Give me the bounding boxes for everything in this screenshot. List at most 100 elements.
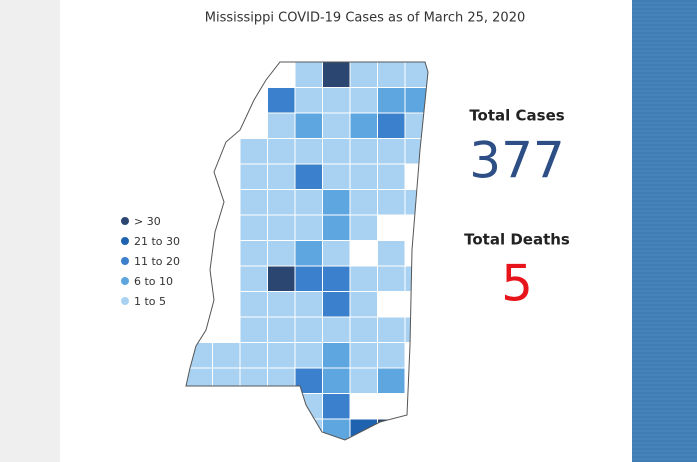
- county: [212, 265, 241, 292]
- county: [239, 163, 268, 190]
- county: [349, 418, 378, 440]
- county: [322, 163, 351, 190]
- county: [267, 138, 296, 165]
- county: [377, 418, 406, 440]
- county: [267, 291, 296, 318]
- county: [377, 393, 406, 420]
- county: [404, 316, 428, 343]
- county: [294, 112, 323, 139]
- county: [377, 316, 406, 343]
- county: [377, 342, 406, 369]
- county: [239, 393, 268, 420]
- county: [212, 62, 241, 88]
- county: [294, 163, 323, 190]
- cases-label: Total Cases: [469, 107, 564, 125]
- county: [186, 291, 213, 318]
- legend-label: 21 to 30: [134, 235, 180, 248]
- county: [377, 62, 406, 88]
- county-map: [186, 62, 428, 440]
- county: [377, 265, 406, 292]
- county: [267, 189, 296, 216]
- county: [377, 138, 406, 165]
- county: [349, 342, 378, 369]
- county: [322, 291, 351, 318]
- county: [294, 240, 323, 267]
- county: [239, 342, 268, 369]
- county: [239, 316, 268, 343]
- legend: > 30 21 to 30 11 to 20 6 to 10 1 to 5: [121, 215, 180, 308]
- county: [212, 316, 241, 343]
- county: [404, 112, 428, 139]
- county: [349, 393, 378, 420]
- county: [212, 393, 241, 420]
- county: [322, 342, 351, 369]
- county: [212, 240, 241, 267]
- county: [404, 87, 428, 114]
- legend-swatch: [121, 257, 129, 265]
- county: [294, 418, 323, 440]
- legend-label: > 30: [134, 215, 161, 228]
- county: [212, 163, 241, 190]
- legend-swatch: [121, 277, 129, 285]
- county: [349, 316, 378, 343]
- county: [294, 393, 323, 420]
- county: [322, 62, 351, 88]
- county: [349, 138, 378, 165]
- county: [404, 265, 428, 292]
- county: [294, 138, 323, 165]
- county: [267, 87, 296, 114]
- county: [239, 240, 268, 267]
- county: [349, 112, 378, 139]
- legend-swatch: [121, 237, 129, 245]
- state-outline: [185, 61, 429, 441]
- deaths-label: Total Deaths: [464, 231, 570, 249]
- county: [349, 265, 378, 292]
- county: [349, 87, 378, 114]
- county: [186, 163, 213, 190]
- county: [212, 342, 241, 369]
- county: [239, 291, 268, 318]
- county: [294, 367, 323, 394]
- county: [322, 240, 351, 267]
- county: [404, 214, 428, 241]
- county: [322, 214, 351, 241]
- county: [239, 138, 268, 165]
- county: [404, 393, 428, 420]
- county: [294, 87, 323, 114]
- county: [239, 418, 268, 440]
- county: [322, 393, 351, 420]
- county: [377, 214, 406, 241]
- county: [186, 418, 213, 440]
- county: [322, 112, 351, 139]
- county: [186, 87, 213, 114]
- county: [404, 418, 428, 440]
- side-bar: [632, 0, 697, 462]
- county: [349, 214, 378, 241]
- cases-value: 377: [469, 132, 564, 190]
- county: [322, 367, 351, 394]
- county: [267, 163, 296, 190]
- county: [186, 138, 213, 165]
- county: [212, 189, 241, 216]
- county: [267, 418, 296, 440]
- deaths-value: 5: [501, 255, 533, 313]
- county: [239, 189, 268, 216]
- county: [294, 342, 323, 369]
- county: [349, 367, 378, 394]
- county: [349, 62, 378, 88]
- county: [404, 240, 428, 267]
- county: [377, 163, 406, 190]
- county: [267, 393, 296, 420]
- county: [186, 112, 213, 139]
- county: [186, 393, 213, 420]
- county: [322, 87, 351, 114]
- county: [186, 189, 213, 216]
- county: [349, 189, 378, 216]
- county: [186, 62, 213, 88]
- map-title: Mississippi COVID-19 Cases as of March 2…: [205, 11, 525, 26]
- county: [322, 316, 351, 343]
- county: [267, 316, 296, 343]
- legend-label: 6 to 10: [134, 275, 173, 288]
